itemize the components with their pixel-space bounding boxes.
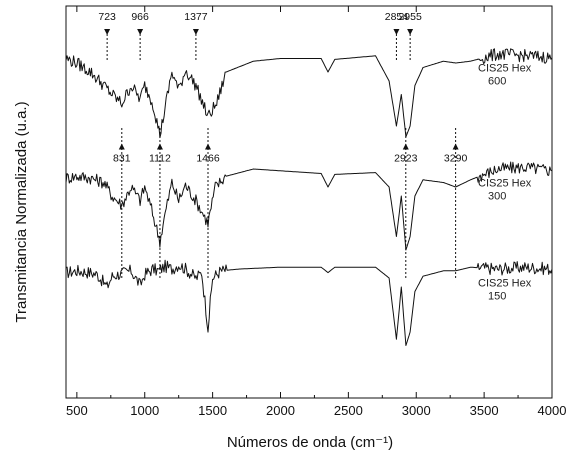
band-arrow bbox=[204, 143, 211, 150]
band-label: 1377 bbox=[184, 11, 208, 23]
x-axis-label: Números de onda (cm⁻¹) bbox=[227, 434, 393, 451]
band-label: 3290 bbox=[444, 153, 468, 165]
x-tick-label: 1500 bbox=[198, 403, 227, 418]
band-arrow bbox=[452, 143, 459, 150]
spectrum-line-3 bbox=[65, 48, 553, 139]
band-arrow bbox=[393, 29, 400, 35]
series-label-name: CIS25 Hex bbox=[478, 278, 532, 290]
x-tick-label: 1000 bbox=[130, 403, 159, 418]
x-tick-label: 2500 bbox=[334, 403, 363, 418]
band-arrow bbox=[402, 143, 409, 150]
spectrum-line-2 bbox=[65, 161, 553, 251]
band-label: 966 bbox=[131, 11, 149, 23]
band-arrow bbox=[156, 143, 163, 150]
band-arrow bbox=[192, 29, 199, 35]
x-tick-label: 3000 bbox=[402, 403, 431, 418]
band-arrow bbox=[407, 29, 414, 35]
band-label: 1112 bbox=[149, 153, 171, 165]
band-label: 2923 bbox=[394, 153, 418, 165]
x-tick-label: 2000 bbox=[266, 403, 295, 418]
band-label: 831 bbox=[113, 153, 131, 165]
plot-border bbox=[65, 5, 553, 399]
band-arrow bbox=[104, 29, 111, 35]
band-label: 723 bbox=[98, 11, 116, 23]
band-label: 1466 bbox=[196, 153, 220, 165]
x-tick-label: 3500 bbox=[470, 403, 499, 418]
series-label-name: CIS25 Hex bbox=[478, 178, 532, 190]
series-label-name: CIS25 Hex bbox=[478, 63, 532, 75]
x-tick-label: 4000 bbox=[538, 403, 567, 418]
band-arrow bbox=[137, 29, 144, 35]
band-label: 2854 bbox=[385, 11, 409, 23]
series-label-temp: 300 bbox=[488, 191, 506, 203]
spectra bbox=[65, 48, 553, 346]
y-axis-label: Transmitancia Normalizada (u.a.) bbox=[13, 101, 30, 322]
x-tick-label: 500 bbox=[66, 403, 88, 418]
series-label-temp: 150 bbox=[488, 291, 506, 303]
band-label: 2955 bbox=[398, 11, 422, 23]
plot-frame bbox=[65, 5, 553, 399]
series-label-temp: 600 bbox=[488, 76, 506, 88]
band-arrow bbox=[118, 143, 125, 150]
x-axis-ticks: 500 1000 1500 2000 2500 3000 3500 4000 bbox=[66, 6, 566, 418]
spectrum-line-1 bbox=[65, 259, 553, 346]
